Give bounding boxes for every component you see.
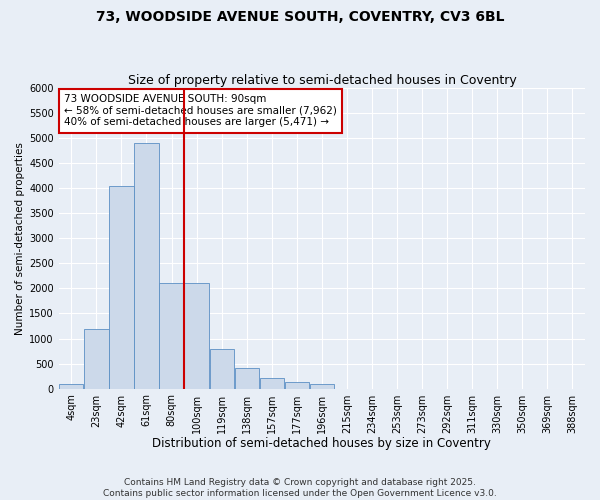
Bar	[84, 328, 109, 388]
X-axis label: Distribution of semi-detached houses by size in Coventry: Distribution of semi-detached houses by …	[152, 437, 491, 450]
Bar	[310, 384, 334, 388]
Text: 73, WOODSIDE AVENUE SOUTH, COVENTRY, CV3 6BL: 73, WOODSIDE AVENUE SOUTH, COVENTRY, CV3…	[96, 10, 504, 24]
Bar	[160, 284, 184, 389]
Bar	[59, 384, 83, 388]
Title: Size of property relative to semi-detached houses in Coventry: Size of property relative to semi-detach…	[128, 74, 516, 87]
Bar	[184, 284, 209, 389]
Text: Contains HM Land Registry data © Crown copyright and database right 2025.
Contai: Contains HM Land Registry data © Crown c…	[103, 478, 497, 498]
Bar	[109, 186, 134, 388]
Bar	[284, 382, 309, 388]
Y-axis label: Number of semi-detached properties: Number of semi-detached properties	[15, 142, 25, 335]
Bar	[235, 368, 259, 388]
Text: 73 WOODSIDE AVENUE SOUTH: 90sqm
← 58% of semi-detached houses are smaller (7,962: 73 WOODSIDE AVENUE SOUTH: 90sqm ← 58% of…	[64, 94, 337, 128]
Bar	[134, 143, 158, 388]
Bar	[209, 348, 234, 389]
Bar	[260, 378, 284, 388]
